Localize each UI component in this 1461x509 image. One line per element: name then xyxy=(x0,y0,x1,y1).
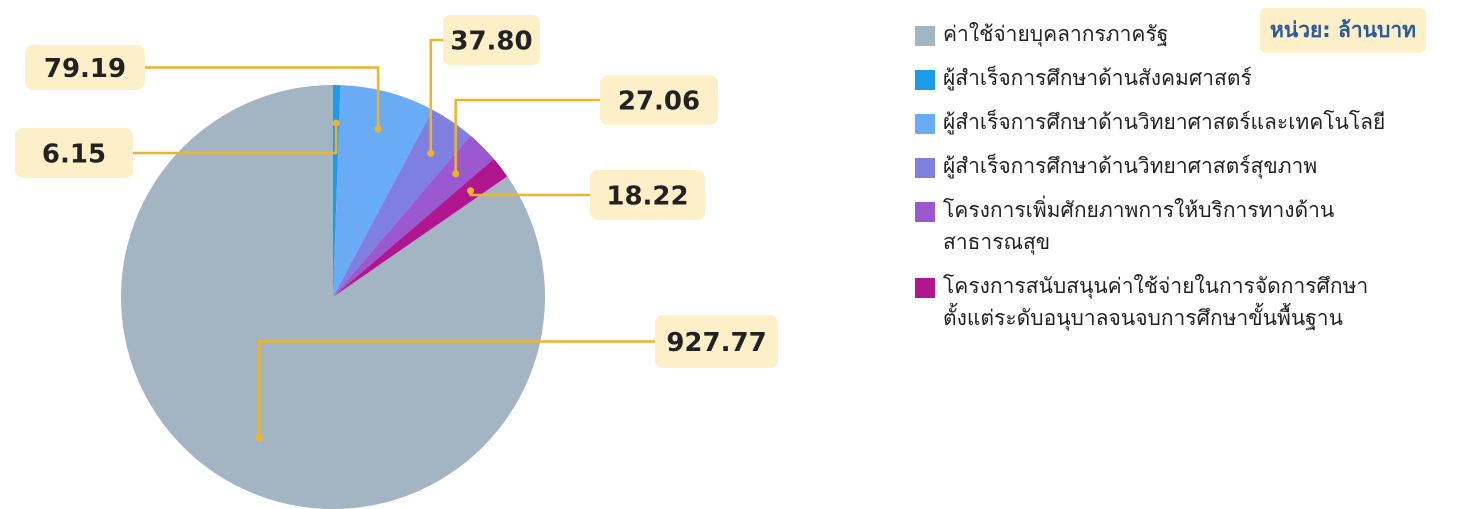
leader-dot xyxy=(332,119,340,127)
leader-dot xyxy=(427,149,435,157)
legend-item: ค่าใช้จ่ายบุคลากรภาครัฐ xyxy=(915,18,1455,50)
legend-label: ผู้สำเร็จการศึกษาด้านวิทยาศาสตร์สุขภาพ xyxy=(943,154,1318,178)
label-box xyxy=(443,15,540,65)
leader-dot xyxy=(452,170,460,178)
legend-label: โครงการสนับสนุนค่าใช้จ่ายในการจัดการศึกษ… xyxy=(943,274,1369,330)
unit-label: หน่วย: ล้านบาท xyxy=(1260,8,1426,53)
leader-dot xyxy=(467,187,475,195)
data-label: 18.22 xyxy=(606,182,688,212)
leader-dot xyxy=(255,434,263,442)
legend-item: โครงการเพิ่มศักยภาพการให้บริการทางด้านสา… xyxy=(915,194,1455,258)
data-label: 6.15 xyxy=(42,140,106,170)
legend-item: โครงการสนับสนุนค่าใช้จ่ายในการจัดการศึกษ… xyxy=(915,270,1455,334)
pie-slice xyxy=(333,85,433,297)
legend-swatch xyxy=(915,158,935,178)
label-box xyxy=(590,170,705,220)
legend-label: ค่าใช้จ่ายบุคลากรภาครัฐ xyxy=(943,22,1169,46)
legend-label: โครงการเพิ่มศักยภาพการให้บริการทางด้านสา… xyxy=(943,198,1335,254)
legend-label: ผู้สำเร็จการศึกษาด้านวิทยาศาสตร์และเทคโน… xyxy=(943,110,1386,134)
pie-slice xyxy=(333,158,508,297)
legend-label: ผู้สำเร็จการศึกษาด้านสังคมศาสตร์ xyxy=(943,66,1252,90)
leader-dot xyxy=(374,125,382,133)
leader-line xyxy=(429,38,443,154)
legend-swatch xyxy=(915,114,935,134)
legend-swatch xyxy=(915,70,935,90)
leader-line xyxy=(145,66,380,130)
data-label: 27.06 xyxy=(618,87,700,117)
leader-line xyxy=(454,98,600,174)
legend-item: ผู้สำเร็จการศึกษาด้านวิทยาศาสตร์และเทคโน… xyxy=(915,106,1455,138)
legend-item: ผู้สำเร็จการศึกษาด้านวิทยาศาสตร์สุขภาพ xyxy=(915,150,1455,182)
leader-line xyxy=(133,123,338,155)
data-label: 79.19 xyxy=(44,54,126,84)
pie-slice xyxy=(333,109,471,298)
legend-swatch xyxy=(915,278,935,298)
label-box xyxy=(25,45,145,90)
legend-swatch xyxy=(915,26,935,46)
label-box xyxy=(655,315,778,368)
label-box xyxy=(15,128,133,178)
data-label: 927.77 xyxy=(666,328,766,358)
leader-line xyxy=(257,340,655,438)
label-box xyxy=(600,75,718,125)
legend-swatch xyxy=(915,202,935,222)
legend: ค่าใช้จ่ายบุคลากรภาครัฐผู้สำเร็จการศึกษา… xyxy=(915,18,1455,346)
legend-item: ผู้สำเร็จการศึกษาด้านสังคมศาสตร์ xyxy=(915,62,1455,94)
data-label: 37.80 xyxy=(450,27,532,57)
